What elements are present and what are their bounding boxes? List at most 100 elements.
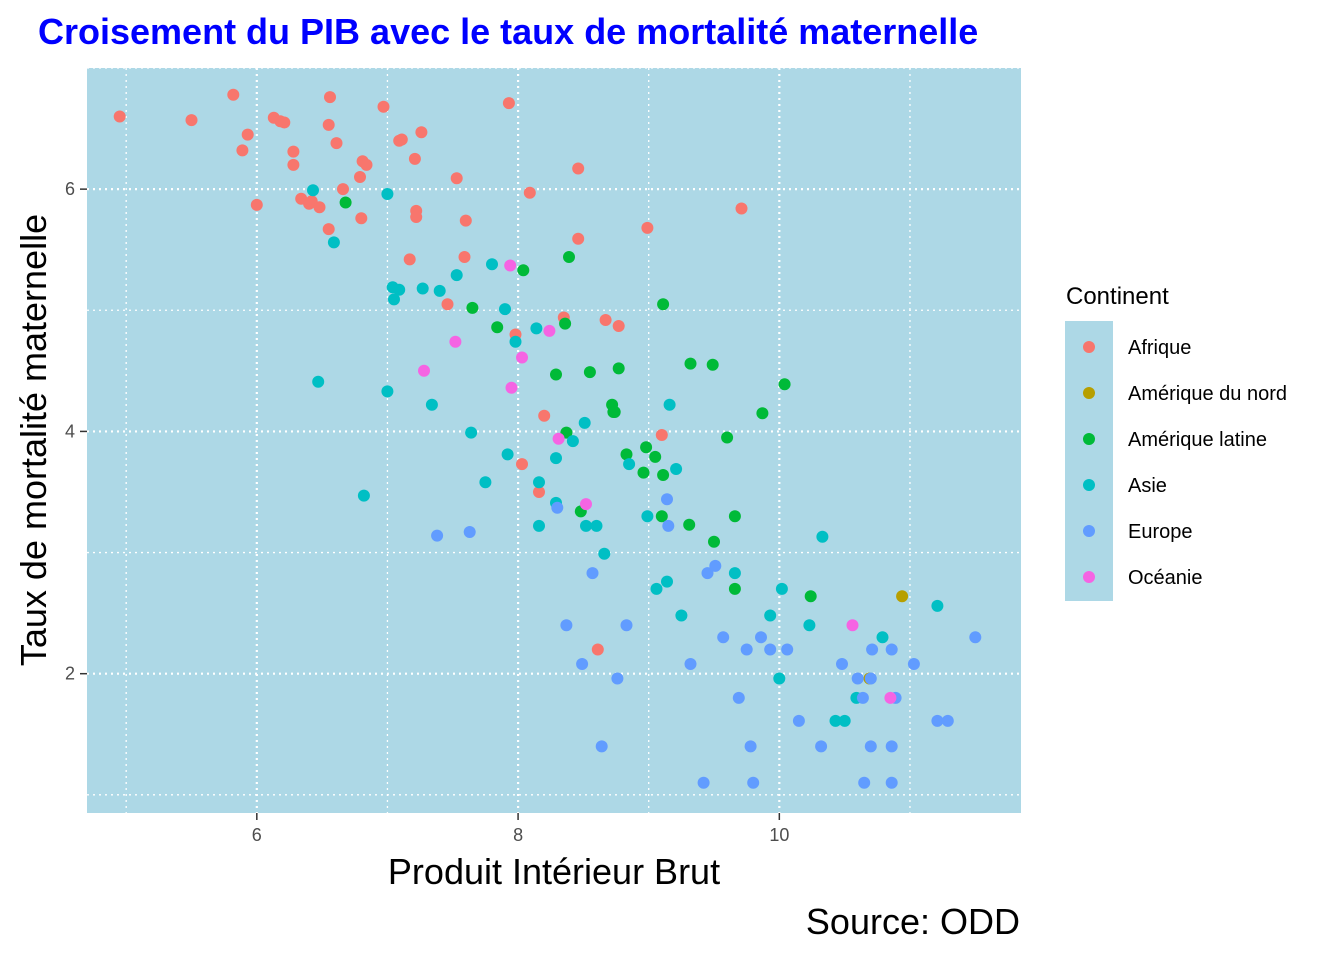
data-point xyxy=(697,776,710,789)
data-point xyxy=(450,269,463,282)
data-point xyxy=(433,284,446,297)
data-point xyxy=(637,466,650,479)
data-point xyxy=(590,519,603,532)
chart-title: Croisement du PIB avec le taux de mortal… xyxy=(38,11,978,52)
data-point xyxy=(576,658,589,670)
data-point xyxy=(441,298,454,311)
data-point xyxy=(969,631,982,644)
legend: Continent Afrique Amérique du nord Amériqu… xyxy=(1065,283,1287,601)
data-point xyxy=(612,320,625,332)
data-point xyxy=(431,529,444,542)
data-point xyxy=(388,293,400,306)
data-point xyxy=(670,463,683,475)
y-tick-label: 6 xyxy=(65,179,75,199)
data-point xyxy=(410,211,423,223)
data-point xyxy=(608,406,621,418)
data-point xyxy=(465,426,478,439)
data-point xyxy=(551,501,564,514)
data-point xyxy=(620,619,633,632)
data-point xyxy=(941,714,954,727)
data-point xyxy=(491,321,504,334)
legend-label: Amérique latine xyxy=(1128,429,1267,451)
data-point xyxy=(662,519,675,532)
data-point xyxy=(486,258,498,271)
data-point xyxy=(354,171,366,183)
data-point xyxy=(885,776,898,789)
data-point xyxy=(449,335,462,348)
legend-label: Europe xyxy=(1128,521,1193,543)
data-point xyxy=(466,301,479,314)
data-point xyxy=(864,672,877,685)
data-point xyxy=(580,519,592,532)
data-point xyxy=(236,144,249,157)
legend-label: Afrique xyxy=(1128,337,1191,359)
grid-major xyxy=(87,68,1021,813)
data-point xyxy=(418,364,430,377)
data-point xyxy=(505,381,518,394)
legend-label: Océanie xyxy=(1128,567,1203,589)
data-point xyxy=(611,672,624,685)
data-point xyxy=(450,172,463,185)
legend-title: Continent xyxy=(1066,283,1169,310)
data-point xyxy=(530,322,543,335)
data-point xyxy=(931,714,944,727)
data-point xyxy=(559,317,572,330)
data-point xyxy=(655,429,668,441)
data-point xyxy=(756,407,769,420)
data-point xyxy=(516,458,528,471)
data-point xyxy=(612,362,625,375)
data-point xyxy=(732,691,745,704)
data-point xyxy=(550,452,562,465)
data-point xyxy=(599,314,612,326)
data-point xyxy=(499,303,511,316)
data-point xyxy=(803,619,816,632)
data-point xyxy=(337,183,349,196)
data-point xyxy=(523,186,536,199)
data-point xyxy=(858,776,871,789)
data-point xyxy=(728,567,741,580)
data-point xyxy=(775,582,788,595)
data-point xyxy=(463,526,476,538)
data-point xyxy=(509,335,522,348)
data-point xyxy=(560,619,573,632)
data-point xyxy=(572,162,585,175)
legend-key xyxy=(1083,525,1095,537)
data-point xyxy=(504,259,517,272)
x-tick-label: 10 xyxy=(769,825,789,845)
data-point xyxy=(313,201,326,214)
data-point xyxy=(538,409,551,422)
grid-minor xyxy=(87,67,1021,813)
data-point xyxy=(501,448,514,461)
data-point xyxy=(425,398,438,411)
legend-label: Asie xyxy=(1128,475,1167,497)
data-point xyxy=(598,547,611,560)
data-point xyxy=(885,643,898,656)
data-point xyxy=(583,366,596,379)
data-point xyxy=(324,91,336,104)
data-point xyxy=(735,202,748,215)
data-point xyxy=(517,264,530,277)
data-point xyxy=(931,599,944,612)
x-tick-label: 8 xyxy=(513,825,523,845)
data-point xyxy=(829,714,842,727)
data-points xyxy=(113,88,982,789)
data-point xyxy=(566,435,579,448)
data-point xyxy=(287,145,300,158)
data-point xyxy=(684,658,697,670)
data-point xyxy=(620,448,633,461)
data-point xyxy=(322,118,335,131)
data-point xyxy=(330,137,343,150)
legend-key xyxy=(1083,571,1095,583)
legend-key-background xyxy=(1065,321,1113,601)
data-point xyxy=(764,643,777,656)
legend-key xyxy=(1083,433,1095,445)
legend-key xyxy=(1083,387,1095,399)
data-point xyxy=(717,631,730,644)
data-point xyxy=(650,582,663,595)
y-tick-label: 2 xyxy=(65,664,75,684)
data-point xyxy=(683,518,696,531)
data-point xyxy=(307,184,319,197)
data-point xyxy=(896,590,909,603)
data-point xyxy=(516,351,528,364)
